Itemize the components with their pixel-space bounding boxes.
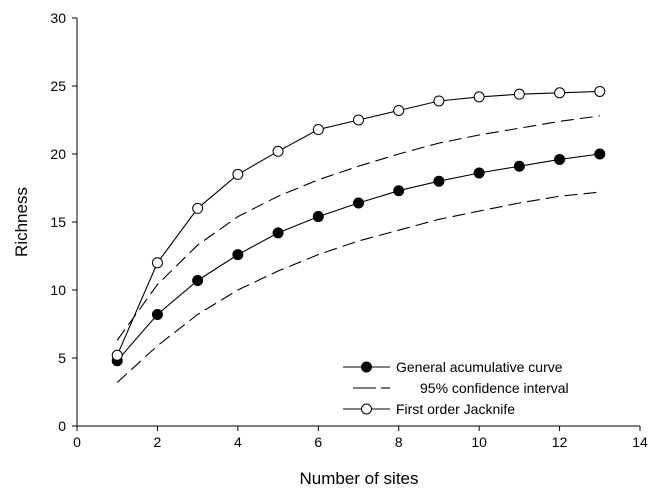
data-point-s2-7 [393, 104, 405, 116]
x-tick-label-2: 4 [234, 434, 242, 450]
legend-label-2: First order Jacknife [396, 401, 515, 417]
data-point-s0-5 [312, 211, 324, 223]
data-point-s2-4 [272, 145, 284, 157]
legend-label-1: 95% confidence interval [420, 380, 569, 396]
x-tick-label-4: 8 [395, 434, 403, 450]
series-2 [111, 85, 606, 361]
y-tick-label-6: 30 [50, 10, 66, 26]
data-point-s2-6 [353, 114, 364, 126]
x-axis-title: Number of sites [299, 469, 418, 488]
data-point-s0-7 [393, 185, 405, 197]
data-point-s2-0 [111, 349, 123, 361]
y-tick-label-4: 20 [50, 146, 66, 162]
data-point-s2-11 [554, 87, 566, 99]
data-point-s0-11 [554, 153, 566, 165]
data-point-s0-3 [232, 249, 244, 261]
x-tick-label-5: 10 [471, 434, 487, 450]
data-point-s0-6 [353, 197, 364, 209]
data-point-s0-10 [513, 160, 525, 172]
series-layer [111, 85, 606, 383]
data-point-s0-9 [473, 167, 485, 179]
y-tick-label-2: 10 [50, 282, 66, 298]
data-point-s2-5 [312, 124, 324, 136]
legend-marker [361, 403, 372, 415]
data-point-s2-9 [473, 91, 485, 103]
x-tick-label-7: 14 [632, 434, 648, 450]
series-1 [116, 115, 600, 383]
data-point-s2-2 [192, 202, 204, 214]
confidence-interval-line-lower [116, 191, 600, 383]
legend-item-1: 95% confidence interval [353, 380, 569, 396]
data-point-s0-12 [594, 148, 606, 160]
data-point-s0-4 [272, 227, 284, 239]
y-tick-label-1: 5 [58, 350, 66, 366]
axes: 0 2 4 6 8 10 12 14 0 5 10 15 20 25 30 [50, 10, 648, 450]
series-line-2 [116, 90, 600, 356]
y-tick-label-3: 15 [50, 214, 66, 230]
data-point-s0-2 [192, 274, 204, 286]
legend-item-0: General acumulative curve [343, 359, 563, 375]
data-point-s2-1 [151, 257, 163, 269]
y-tick-label-5: 25 [50, 78, 66, 94]
x-tick-label-6: 12 [552, 434, 568, 450]
y-axis-title: Richness [12, 187, 31, 257]
legend-marker [361, 361, 372, 373]
x-tick-label-0: 0 [73, 434, 81, 450]
confidence-interval-line-upper [116, 115, 600, 341]
data-point-s2-8 [433, 95, 445, 107]
x-tick-label-1: 2 [154, 434, 162, 450]
series-line-0 [116, 153, 600, 362]
legend: General acumulative curve 95% confidence … [343, 359, 569, 417]
data-point-s2-12 [594, 85, 606, 97]
data-point-s2-10 [513, 88, 525, 100]
legend-item-2: First order Jacknife [343, 401, 515, 417]
legend-label-0: General acumulative curve [396, 359, 563, 375]
x-tick-label-3: 6 [314, 434, 322, 450]
data-point-s0-1 [151, 308, 163, 320]
data-point-s2-3 [232, 168, 244, 180]
data-point-s0-8 [433, 175, 445, 187]
y-tick-label-0: 0 [58, 418, 66, 434]
series-0 [111, 148, 606, 367]
